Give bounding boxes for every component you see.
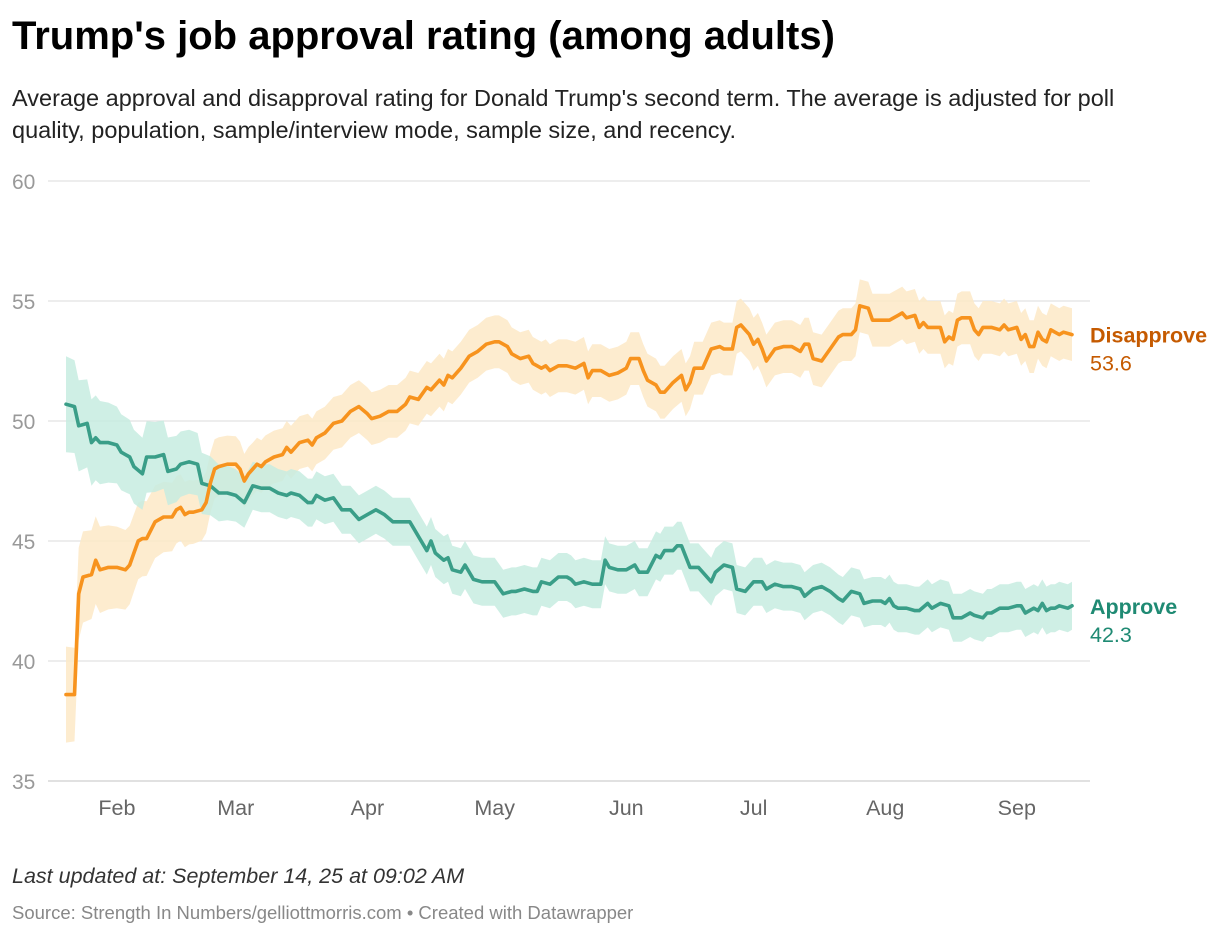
y-tick-label: 35	[12, 771, 35, 794]
y-tick-label: 40	[12, 651, 35, 674]
approve-line	[64, 402, 1074, 620]
confidence-bands	[66, 279, 1072, 743]
approve-end-label: Approve	[1090, 595, 1177, 619]
y-tick-label: 60	[12, 171, 35, 194]
x-tick-label-mar: Mar	[217, 796, 254, 820]
approve-confidence-band	[66, 356, 1072, 642]
chart-title: Trump's job approval rating (among adult…	[12, 14, 835, 58]
x-tick-label-feb: Feb	[98, 796, 135, 820]
disapprove-line	[64, 304, 1074, 697]
x-tick-label-aug: Aug	[866, 796, 904, 820]
x-tick-label-jul: Jul	[740, 796, 767, 820]
y-tick-label: 55	[12, 291, 35, 314]
disapprove-end-value: 53.6	[1090, 352, 1132, 376]
chart-subtitle: Average approval and disapproval rating …	[12, 85, 1115, 143]
y-tick-label: 50	[12, 411, 35, 434]
x-tick-label-sep: Sep	[998, 796, 1036, 820]
x-tick-label-jun: Jun	[609, 796, 644, 820]
disapprove-end-label: Disapprove	[1090, 324, 1207, 348]
last-updated-note: Last updated at: September 14, 25 at 09:…	[12, 864, 465, 888]
y-tick-label: 45	[12, 531, 35, 554]
approve-end-value: 42.3	[1090, 623, 1132, 647]
x-tick-label-apr: Apr	[351, 796, 384, 820]
source-credit: Source: Strength In Numbers/gelliottmorr…	[12, 902, 634, 923]
series-lines	[64, 304, 1074, 697]
series-end-labels: Approve 42.3 Disapprove 53.6	[1090, 324, 1207, 647]
x-axis: Feb Mar Apr May Jun Jul Aug Sep	[98, 796, 1036, 820]
x-tick-label-may: May	[474, 796, 515, 820]
